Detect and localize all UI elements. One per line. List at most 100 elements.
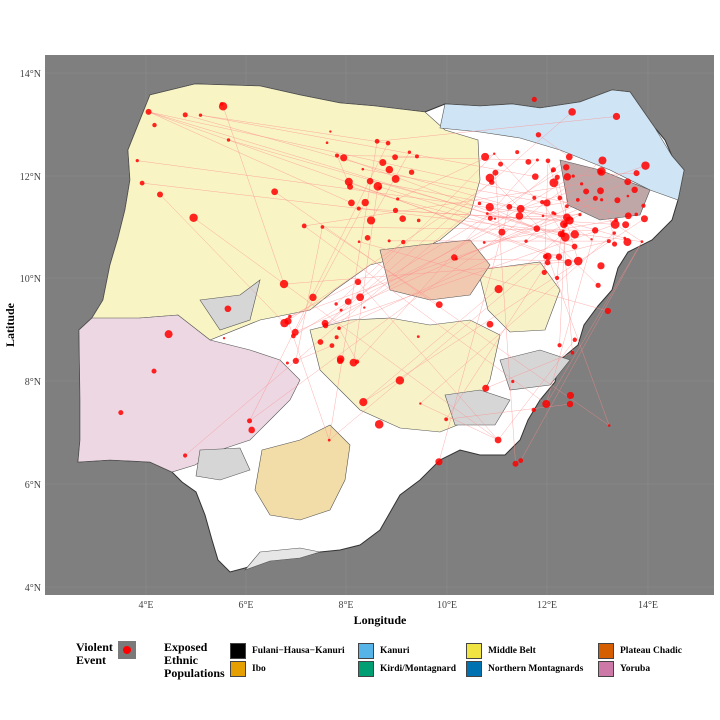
violent-event-marker [554,174,560,180]
x-axis-ticks: 4°E 6°E 8°E 10°E 12°E 14°E [138,600,658,611]
event-link-line [363,234,563,403]
violent-event-marker [598,156,607,165]
event-link-line [329,256,549,441]
violent-event-marker [551,169,555,173]
violent-event-marker [564,259,572,267]
violent-event-marker [498,161,504,167]
event-link-line [184,203,480,456]
violent-event-marker [145,108,152,115]
violent-event-marker [606,239,611,244]
violent-event-marker [640,215,648,223]
legend-label: Ibo [252,664,266,674]
violent-event-marker [524,239,528,243]
event-link-line [337,155,417,157]
event-link-line [322,226,596,231]
event-links-layer [137,106,646,464]
legend-swatch [466,661,482,677]
event-link-line [377,186,575,247]
event-link-line [395,156,538,161]
x-tick-label: 10°E [437,600,457,611]
event-link-line [159,194,285,324]
violent-event-marker [640,240,644,244]
violent-event-marker [492,169,499,176]
event-link-line [370,152,410,221]
violent-event-marker [401,239,406,245]
violent-event-marker [597,167,606,176]
violent-event-marker [540,199,545,205]
violent-event-marker [614,197,621,204]
event-link-line [148,111,560,258]
legend-swatch [466,643,482,659]
violent-event-marker [435,301,443,309]
event-link-line [228,139,563,235]
violent-event-marker [292,357,299,364]
violent-event-marker [344,177,353,186]
violent-event-marker [575,197,580,202]
violent-event-marker [247,418,253,424]
event-link-line [200,114,389,144]
event-link-line [200,114,536,177]
violent-events-layer [118,96,650,467]
violent-event-marker [248,426,256,434]
violent-event-marker [157,191,164,198]
event-link-line [546,230,596,405]
violent-event-marker [348,199,355,207]
violent-event-marker [485,203,494,212]
event-link-line [494,153,535,199]
violent-event-marker [611,241,618,247]
event-link-line [335,241,404,305]
violent-event-marker [344,298,352,305]
y-tick-label: 10°N [20,274,41,285]
violent-event-marker [493,217,497,220]
violent-event-marker [387,239,391,243]
violent-event-marker [565,204,569,209]
violent-event-marker [487,215,493,221]
legend-item: Middle Belt [466,642,536,660]
event-link-line [148,111,352,204]
x-axis-title: Longitude [354,613,407,627]
violent-event-marker [435,458,443,466]
violent-event-marker [327,438,331,442]
violent-event-marker [280,318,289,328]
violent-event-marker [481,152,490,161]
event-link-line [325,153,495,326]
legend-exposed-title: Exposed Ethnic Populations [164,640,225,680]
y-tick-label: 12°N [20,172,41,183]
violent-event-marker [334,302,338,306]
violent-event-marker [506,203,513,210]
violent-event-marker [317,339,324,345]
event-link-line [520,241,643,461]
violent-event-marker [515,150,520,155]
violent-event-marker [633,170,640,177]
event-link-line [362,168,548,204]
legend-label: Yoruba [620,664,651,674]
event-link-line [438,206,510,462]
violent-event-marker [563,213,571,222]
violent-event-marker [395,376,405,385]
event-link-line [509,156,570,207]
violent-event-marker [325,141,329,145]
event-link-line [520,208,599,286]
violent-event-marker [568,108,576,116]
violent-event-marker [493,152,496,155]
event-link-line [287,321,330,441]
violent-event-marker [135,159,139,163]
violent-event-marker [590,238,593,241]
violent-event-marker [624,178,632,186]
violent-event-marker [354,278,362,286]
violent-event-marker [356,293,365,302]
event-link-line [193,217,499,441]
event-link-line [356,159,538,362]
violent-event-marker [583,188,590,195]
violent-event-marker [366,216,376,225]
x-tick-label: 8°E [338,600,353,611]
violent-event-marker [152,122,157,128]
legend-label: Plateau Chadic [620,646,683,656]
violent-event-marker [374,420,384,429]
event-link-line [249,143,389,421]
violent-event-marker [518,458,524,463]
violent-event-marker [563,164,570,171]
event-link-line [357,281,499,441]
event-link-line [577,199,643,242]
violent-event-marker [164,330,173,339]
